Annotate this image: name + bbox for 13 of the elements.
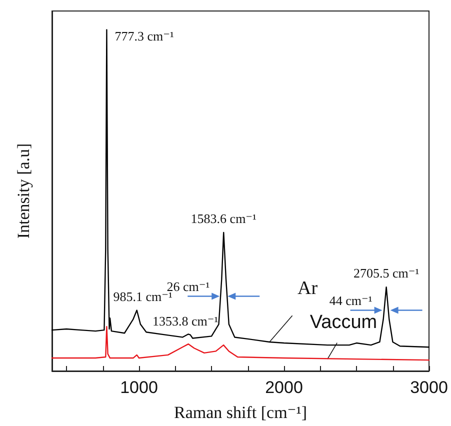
x-tick-label: 2000	[265, 378, 303, 397]
annotation: 44 cm⁻¹	[329, 292, 372, 308]
x-tick-label: 1000	[120, 378, 158, 397]
annotation: 2705.5 cm⁻¹	[353, 266, 420, 281]
text: Ar	[297, 278, 318, 299]
annotation: 1583.6 cm⁻¹	[190, 210, 257, 226]
annotation: 1353.8 cm⁻¹	[152, 313, 218, 328]
annotation: 777.3 cm⁻¹	[114, 28, 174, 44]
series-label: Vaccum	[310, 312, 378, 334]
y-axis-title: Intensity [a.u]	[14, 143, 33, 239]
x-axis-title: Raman shift [cm⁻¹]	[174, 403, 308, 422]
x-tick-label: 3000	[410, 378, 448, 397]
annotation: 26 cm⁻¹	[166, 278, 210, 294]
